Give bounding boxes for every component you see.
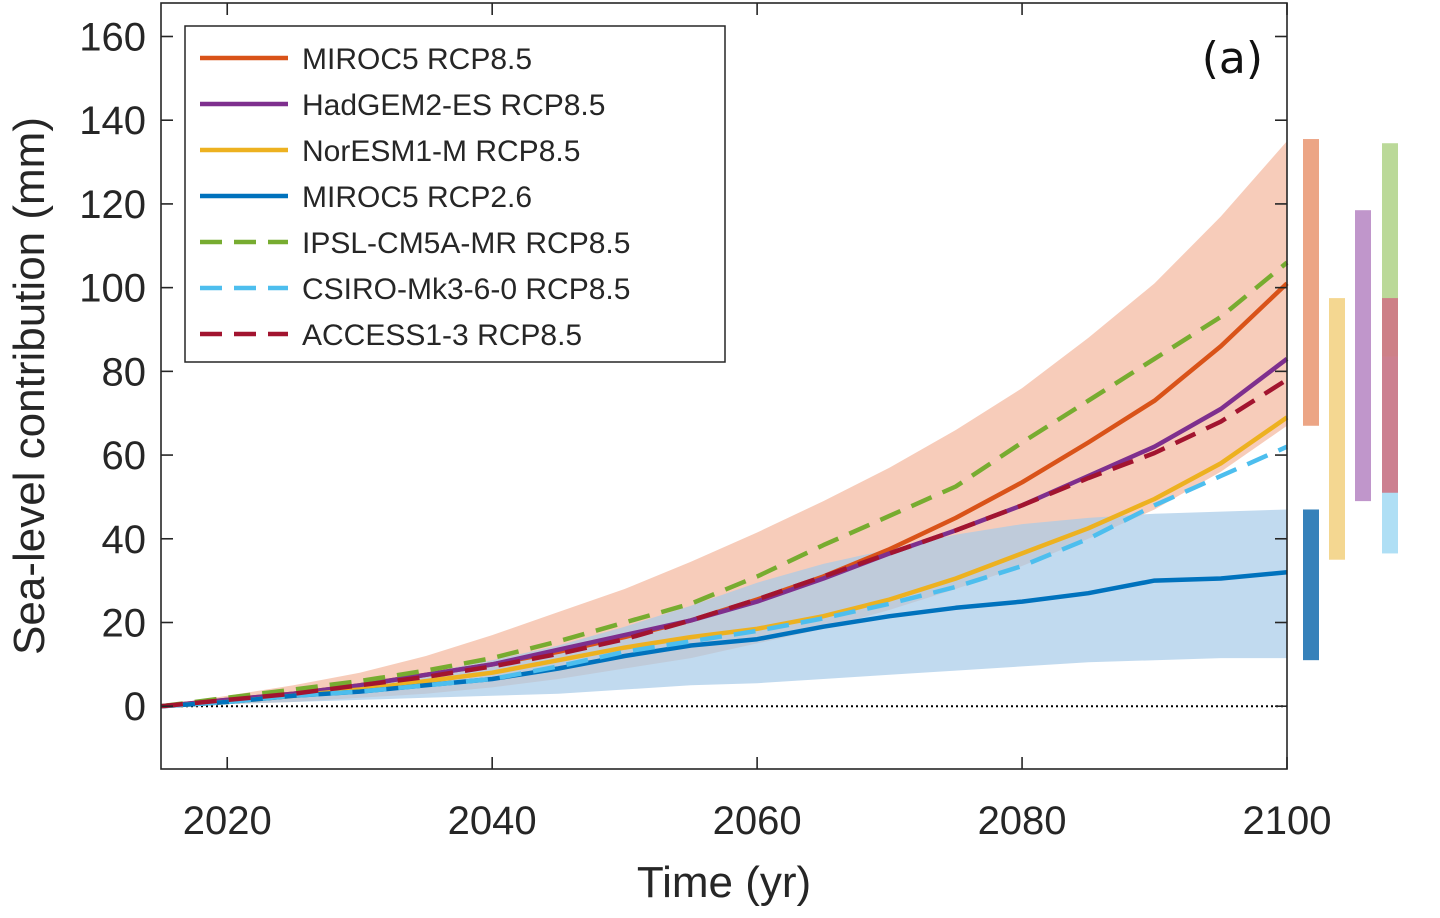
- legend-items: MIROC5 RCP8.5 HadGEM2-ES RCP8.5 NorESM1-M …: [200, 43, 630, 352]
- y-tick-label-100: 100: [79, 267, 146, 311]
- series-lines: [160, 260, 1289, 709]
- legend-label-ipsl-cm5a-mr-rcp8-5: IPSL-CM5A-MR RCP8.5: [302, 227, 630, 260]
- y-tick-label-20: 20: [102, 601, 147, 645]
- y-tick-label-140: 140: [79, 99, 146, 143]
- y-tick-label-120: 120: [79, 183, 146, 227]
- legend-label-csiro-mk3-6-0-rcp8-5: CSIRO-Mk3-6-0 RCP8.5: [302, 273, 630, 306]
- x-axis-ticks: 2020 2040 2060 2080 2100: [183, 3, 1332, 843]
- x-tick-label-2060: 2060: [713, 799, 802, 843]
- legend-label-miroc5-rcp8-5: MIROC5 RCP8.5: [302, 43, 532, 76]
- legend-label-miroc5-rcp2-6: MIROC5 RCP2.6: [302, 181, 532, 214]
- line-ipsl-cm5a-mr-rcp8-5: [160, 260, 1289, 709]
- x-tick-label-2080: 2080: [978, 799, 1067, 843]
- x-tick-label-2100: 2100: [1243, 799, 1332, 843]
- line-access1-3-rcp8-5: [160, 377, 1289, 709]
- legend: MIROC5 RCP8.5 HadGEM2-ES RCP8.5 NorESM1-M …: [184, 25, 726, 363]
- x-tick-label-2020: 2020: [183, 799, 272, 843]
- range-bar-hadgem2-es-rcp8-5: [1355, 210, 1371, 502]
- line-csiro-mk3-6-0-rcp8-5: [160, 444, 1288, 709]
- y-tick-label-0: 0: [124, 685, 146, 729]
- legend-label-noresm1-m-rcp8-5: NorESM1-M RCP8.5: [302, 135, 580, 168]
- plot-area-frame: [160, 2, 1288, 770]
- y-tick-label-160: 160: [79, 15, 146, 59]
- y-tick-label-40: 40: [102, 518, 147, 562]
- y-tick-label-60: 60: [102, 434, 147, 478]
- range-bars: [1303, 139, 1398, 661]
- range-bar-miroc5-rcp8-5: [1303, 139, 1319, 426]
- range-bar-miroc5-rcp2-6: [1303, 509, 1319, 661]
- x-axis-label: Time (yr): [637, 858, 811, 907]
- panel-label: (a): [1202, 33, 1263, 84]
- range-bar-noresm1-m-rcp8-5: [1329, 298, 1345, 560]
- legend-label-hadgem2-es-rcp8-5: HadGEM2-ES RCP8.5: [302, 89, 605, 122]
- x-tick-label-2040: 2040: [448, 799, 537, 843]
- y-axis-ticks: 0 20 40 60 80 100 120 140 160: [79, 15, 1287, 729]
- legend-label-access1-3-rcp8-5: ACCESS1-3 RCP8.5: [302, 319, 582, 352]
- y-axis-label: Sea-level contribution (mm): [5, 117, 54, 655]
- range-bar-access1-3-rcp8-5: [1382, 298, 1398, 493]
- y-tick-label-80: 80: [102, 350, 147, 394]
